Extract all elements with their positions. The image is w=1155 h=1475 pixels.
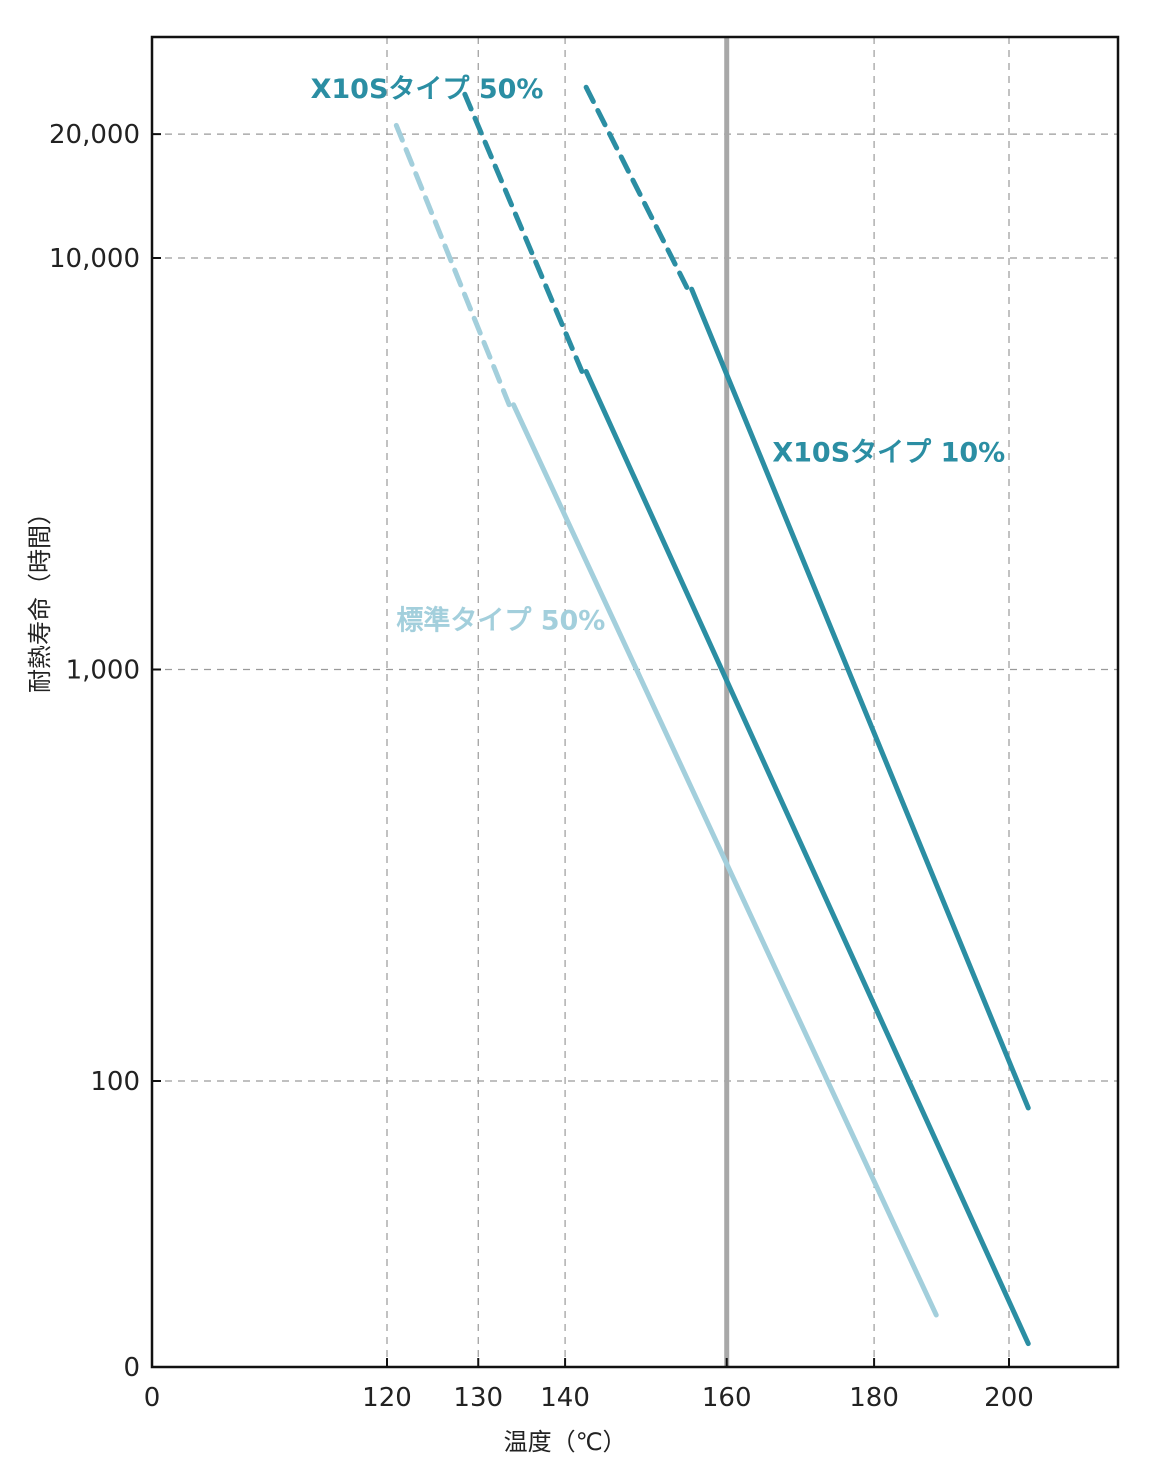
y-axis-title: 耐熱寿命（時間） xyxy=(26,501,54,693)
series-label-x10s-50: X10Sタイプ 50% xyxy=(311,74,544,105)
y-tick-label: 1,000 xyxy=(66,656,140,686)
x-tick-label: 130 xyxy=(453,1383,503,1413)
tick-marks xyxy=(152,133,1010,1367)
plot-frame xyxy=(150,35,1120,1369)
x-tick-label: 180 xyxy=(849,1383,899,1413)
y-origin-label: 0 xyxy=(123,1353,140,1383)
series-2 xyxy=(393,122,939,1318)
series-solid-segment xyxy=(689,286,1031,1111)
series-solid-segment xyxy=(583,368,1031,1347)
x-origin-label: 0 xyxy=(144,1383,161,1413)
x-tick-label: 160 xyxy=(702,1383,752,1413)
x-axis-title: 温度（℃） xyxy=(504,1428,627,1456)
y-tick-label: 20,000 xyxy=(49,120,140,150)
series-0 xyxy=(583,84,1031,1111)
y-tick-label: 10,000 xyxy=(49,244,140,274)
x-tick-labels: 120 130 140 160 180 200 xyxy=(362,1383,1034,1413)
series-solid-segment xyxy=(510,402,939,1318)
x-tick-label: 200 xyxy=(984,1383,1034,1413)
y-tick-label: 100 xyxy=(90,1067,140,1097)
series-1 xyxy=(462,91,1031,1347)
grid-lines xyxy=(152,37,1118,1367)
y-tick-labels: 100 1,000 10,000 20,000 xyxy=(49,120,140,1097)
series-dashed-segment xyxy=(583,84,691,292)
x-tick-label: 140 xyxy=(540,1383,590,1413)
series-label-standard-50: 標準タイプ 50% xyxy=(396,605,605,637)
series-label-x10s-10: X10Sタイプ 10% xyxy=(772,438,1005,469)
series-dashed-segment xyxy=(393,122,512,408)
series-dashed-segment xyxy=(462,91,585,374)
series-lines xyxy=(393,84,1031,1347)
x-tick-label: 120 xyxy=(362,1383,412,1413)
